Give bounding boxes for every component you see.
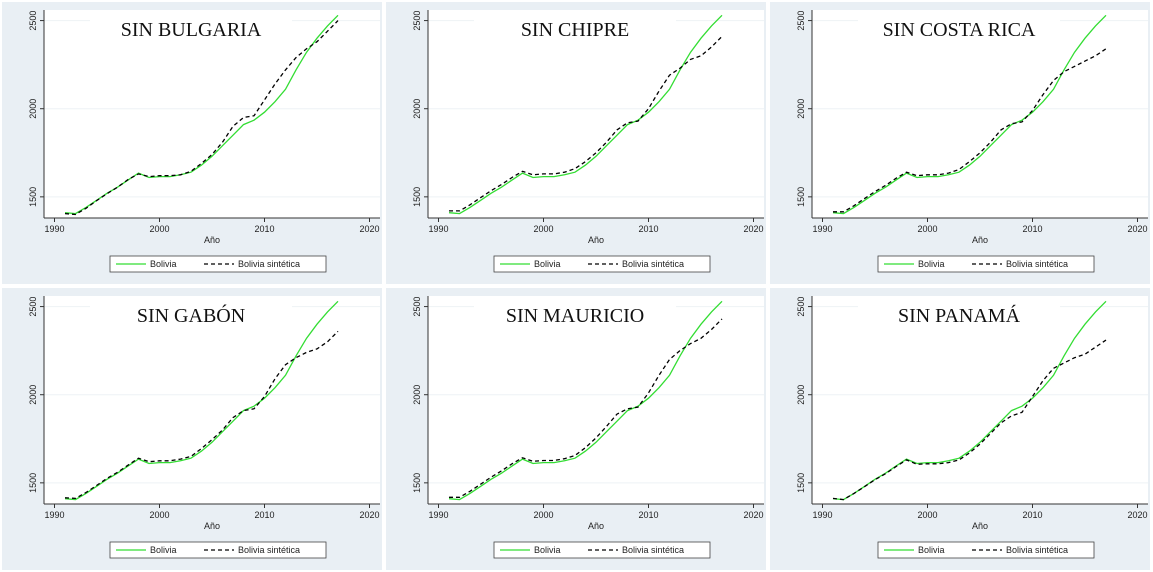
x-tick-label: 2000: [149, 510, 169, 520]
legend-label: Bolivia sintética: [622, 259, 684, 269]
legend-label: Bolivia sintética: [238, 545, 300, 555]
x-tick-label: 2000: [917, 510, 937, 520]
chart-title: SIN BULGARIA: [121, 19, 262, 41]
legend-label: Bolivia: [918, 545, 945, 555]
y-tick-label: 2000: [412, 99, 422, 119]
x-tick-label: 2010: [638, 224, 658, 234]
y-tick-label: 2500: [796, 11, 806, 31]
x-tick-label: 1990: [428, 510, 448, 520]
series-line: [449, 318, 723, 498]
x-tick-label: 1990: [44, 224, 64, 234]
x-tick-label: 2020: [743, 510, 763, 520]
x-tick-label: 2000: [917, 224, 937, 234]
y-tick-label: 2000: [796, 385, 806, 405]
y-tick-label: 1500: [412, 473, 422, 493]
chart-title: SIN COSTA RICA: [883, 19, 1036, 41]
title-box: [474, 296, 676, 336]
series-line: [832, 14, 1107, 215]
chart-title: SIN PANAMÁ: [898, 304, 1021, 327]
x-tick-label: 2010: [1022, 510, 1042, 520]
y-tick-label: 1500: [28, 473, 38, 493]
panel: 1500 2000 2500 1990 2000 2010 2020 Año SIN MAURI…: [386, 288, 766, 570]
legend-label: Bolivia sintética: [1006, 545, 1068, 555]
legend-label: Bolivia sintética: [238, 259, 300, 269]
legend-label: Bolivia: [918, 259, 945, 269]
x-tick-label: 2000: [533, 224, 553, 234]
x-tick-label: 1990: [44, 510, 64, 520]
series-line: [448, 300, 723, 501]
y-tick-label: 1500: [796, 473, 806, 493]
panel: 1500 2000 2500 1990 2000 2010 2020 Año SIN BULGA…: [2, 2, 382, 284]
x-tick-label: 2010: [1022, 224, 1042, 234]
series-line: [449, 35, 723, 212]
x-axis-label: Año: [204, 521, 220, 531]
chart-title: SIN CHIPRE: [521, 19, 629, 41]
panel: 1500 2000 2500 1990 2000 2010 2020 Año SIN GABÓN…: [2, 288, 382, 570]
x-tick-label: 2000: [533, 510, 553, 520]
y-tick-label: 2000: [412, 385, 422, 405]
title-box: [474, 10, 676, 50]
title-box: [90, 10, 292, 50]
panel: 1500 2000 2500 1990 2000 2010 2020 Año SIN COSTA…: [770, 2, 1150, 284]
chart-title: SIN MAURICIO: [506, 305, 644, 327]
y-tick-label: 1500: [796, 187, 806, 207]
legend-label: Bolivia: [534, 259, 561, 269]
x-tick-label: 2020: [743, 224, 763, 234]
legend-label: Bolivia sintética: [622, 545, 684, 555]
x-axis-label: Año: [588, 521, 604, 531]
series-line: [448, 14, 723, 215]
title-box: [858, 296, 1060, 336]
series-line: [64, 20, 339, 216]
series-line: [64, 300, 339, 501]
legend-label: Bolivia: [150, 545, 177, 555]
y-tick-label: 2500: [412, 11, 422, 31]
y-tick-label: 2500: [28, 11, 38, 31]
y-tick-label: 2500: [412, 297, 422, 317]
legend-label: Bolivia: [534, 545, 561, 555]
x-tick-label: 1990: [812, 510, 832, 520]
y-tick-label: 1500: [28, 187, 38, 207]
x-axis-label: Año: [972, 235, 988, 245]
series-line: [64, 330, 339, 500]
x-tick-label: 2010: [254, 224, 274, 234]
y-tick-label: 2000: [28, 99, 38, 119]
x-tick-label: 1990: [428, 224, 448, 234]
y-tick-label: 2500: [796, 297, 806, 317]
x-tick-label: 2010: [254, 510, 274, 520]
x-axis-label: Año: [588, 235, 604, 245]
y-tick-label: 2000: [28, 385, 38, 405]
legend-label: Bolivia: [150, 259, 177, 269]
y-tick-label: 1500: [412, 187, 422, 207]
series-line: [833, 48, 1107, 213]
x-tick-label: 2020: [1127, 510, 1147, 520]
title-box: [90, 296, 292, 336]
y-tick-label: 2000: [796, 99, 806, 119]
chart-title: SIN GABÓN: [137, 303, 245, 327]
legend-label: Bolivia sintética: [1006, 259, 1068, 269]
x-axis-label: Año: [204, 235, 220, 245]
panel: 1500 2000 2500 1990 2000 2010 2020 Año SIN CHIPR…: [386, 2, 766, 284]
series-line: [832, 339, 1107, 501]
x-tick-label: 2010: [638, 510, 658, 520]
x-tick-label: 2020: [359, 510, 379, 520]
y-tick-label: 2500: [28, 297, 38, 317]
x-tick-label: 2020: [359, 224, 379, 234]
x-tick-label: 2020: [1127, 224, 1147, 234]
x-tick-label: 1990: [812, 224, 832, 234]
panel: 1500 2000 2500 1990 2000 2010 2020 Año SIN PANAM…: [770, 288, 1150, 570]
title-box: [858, 10, 1060, 50]
x-axis-label: Año: [972, 521, 988, 531]
x-tick-label: 2000: [149, 224, 169, 234]
